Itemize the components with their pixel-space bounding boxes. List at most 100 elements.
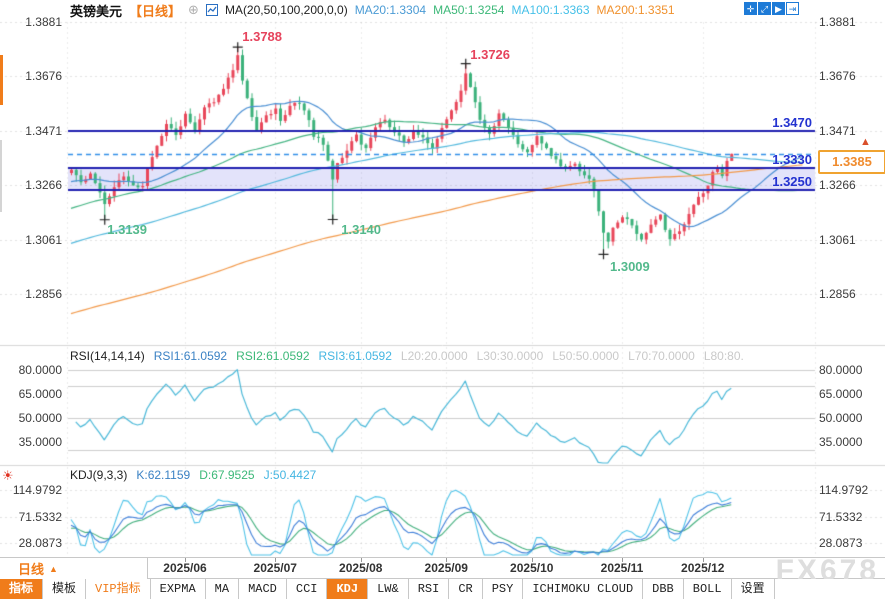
pan-crosshair-icon[interactable]: ✛ (744, 2, 757, 15)
rsi-level-text: L70:70.0000 (628, 349, 695, 363)
kdj-j-value: J:50.4427 (263, 468, 317, 482)
month-label: 2025/09 (424, 561, 468, 575)
main-axis-tick-left: 1.3061 (25, 232, 62, 247)
price-level-label: 1.3330 (772, 152, 812, 168)
toolbar-item-设置[interactable]: 设置 (732, 579, 775, 599)
kdj-axis-tick-right: 71.5332 (819, 509, 863, 524)
kdj-axis-tick-left: 71.5332 (18, 509, 62, 524)
rsi-indicator-header[interactable]: RSI(14,14,14) RSI1:61.0592 RSI2:61.0592 … (70, 349, 744, 363)
month-tick (185, 558, 186, 562)
kdj-axis-tick-right: 28.0873 (819, 536, 863, 550)
rsi-axis-tick-left: 80.0000 (18, 363, 62, 377)
toolbar-item-指标[interactable]: 指标 (0, 579, 44, 599)
month-label: 2025/10 (510, 561, 554, 575)
axis-scale-icon[interactable]: ⤢ (758, 2, 771, 15)
toolbar-item-expma[interactable]: EXPMA (151, 579, 206, 599)
price-level-label: 1.3250 (772, 173, 812, 189)
toolbar-item-cr[interactable]: CR (449, 579, 483, 599)
ma100-value: MA100:1.3363 (511, 3, 590, 17)
rsi-name: RSI(14,14,14) (70, 349, 145, 363)
left-edge-scroll-accent (0, 55, 3, 105)
toolbar-item-模板[interactable]: 模板 (43, 579, 87, 599)
month-label: 2025/11 (600, 561, 644, 575)
rsi-level-text: L80:80. (703, 349, 744, 363)
low-annotation: 1.3009 (610, 258, 650, 274)
month-label: 2025/06 (163, 561, 207, 575)
period-label[interactable]: 【日线】 (129, 3, 182, 19)
main-axis-tick-right: 1.3881 (819, 15, 856, 29)
current-price-badge: 1.3385 (818, 150, 885, 174)
toolbar-item-cci[interactable]: CCI (287, 579, 328, 599)
indicator-chart-icon[interactable] (205, 4, 218, 16)
period-selector-label: 日线 (18, 562, 45, 577)
main-axis-tick-left: 1.2856 (25, 287, 62, 302)
month-label: 2025/12 (681, 561, 725, 575)
toolbar-item-rsi[interactable]: RSI (409, 579, 450, 599)
rsi-level-text: L50:50.0000 (552, 349, 620, 363)
toolbar-item-vip指标[interactable]: VIP指标 (86, 579, 151, 599)
period-selector[interactable]: 日线 ▲ (0, 558, 148, 579)
rsi-level-values: L20:20.0000 L30:30.0000 L50:50.0000 L70:70.… (401, 349, 744, 363)
month-label: 2025/08 (339, 561, 383, 575)
month-label: 2025/07 (253, 561, 297, 575)
kdj-k-value: K:62.1159 (136, 468, 191, 482)
rsi3-value: RSI3:61.0592 (318, 349, 392, 363)
ma-settings-label[interactable]: MA(20,50,100,200,0,0) (224, 3, 348, 17)
toolbar-spacer (775, 579, 885, 599)
main-axis-tick-right: 1.2856 (819, 287, 856, 302)
main-axis-tick-right: 1.3676 (819, 69, 856, 84)
rsi1-value: RSI1:61.0592 (153, 349, 228, 363)
jump-to-latest-icon[interactable]: ⇥ (786, 2, 799, 15)
rsi-axis-tick-right: 80.0000 (819, 363, 863, 377)
main-axis-tick-left: 1.3881 (25, 15, 62, 29)
left-edge-scroll-track (0, 140, 2, 212)
rsi-axis-tick-left: 65.0000 (18, 387, 62, 401)
sun-icon[interactable]: ☀ (2, 468, 14, 483)
price-level-label: 1.3470 (772, 115, 812, 131)
rsi-level-text: L30:30.0000 (476, 349, 544, 363)
month-tick (446, 558, 448, 562)
toolbar-item-dbb[interactable]: DBB (643, 579, 684, 599)
rsi-axis-tick-right: 50.0000 (819, 411, 863, 425)
high-annotation: 1.3788 (242, 28, 283, 44)
main-axis-tick-left: 1.3266 (25, 178, 62, 193)
toolbar-item-ichimoku-cloud[interactable]: ICHIMOKU CLOUD (523, 579, 644, 599)
chart-tool-buttons: ✛ ⤢ ▶ ⇥ (744, 2, 799, 15)
date-axis: FX678 日线 ▲ 2025/06 2025/07 2025/08 2025/09 2… (0, 554, 885, 587)
price-up-marker-icon: ▲ (860, 136, 871, 148)
month-tick (531, 558, 533, 562)
toolbar-item-macd[interactable]: MACD (239, 579, 287, 599)
toolbar-item-psy[interactable]: PSY (483, 579, 524, 599)
month-tick (622, 558, 623, 562)
month-tick (275, 558, 277, 562)
toolbar-item-kdj[interactable]: KDJ (327, 579, 369, 599)
rsi-level-text: L20:20.0000 (400, 349, 468, 363)
kdj-axis-tick-right: 114.9792 (819, 483, 869, 497)
main-axis-tick-right: 1.3471 (819, 123, 856, 138)
symbol-title: 英镑美元 (70, 3, 123, 19)
auto-scroll-icon[interactable]: ▶ (772, 2, 785, 15)
main-axis-tick-right: 1.3266 (819, 178, 856, 193)
indicator-toolbar: 指标 模板 VIP指标 EXPMA MA MACD CCI KDJ LW& RSI CR PSY ICH… (0, 579, 885, 600)
toolbar-item-lw&[interactable]: LW& (368, 579, 409, 599)
kdj-axis-tick-left: 114.9792 (12, 483, 62, 497)
kdj-axis-tick-left: 28.0873 (18, 536, 62, 550)
circle-plus-icon[interactable]: ⊕ (188, 2, 199, 17)
rsi-axis-tick-right: 35.0000 (819, 435, 863, 449)
rsi-axis-tick-left: 50.0000 (18, 411, 62, 425)
ma200-value: MA200:1.3351 (596, 3, 675, 17)
main-axis-tick-right: 1.3061 (819, 232, 856, 247)
kdj-indicator-header[interactable]: KDJ(9,3,3) K:62.1159 D:67.9525 J:50.4427 (70, 468, 316, 482)
toolbar-item-boll[interactable]: BOLL (684, 579, 732, 599)
low-annotation: 1.3139 (107, 222, 148, 238)
caret-up-icon: ▲ (49, 563, 58, 574)
rsi2-value: RSI2:61.0592 (236, 349, 310, 363)
month-tick (360, 558, 362, 562)
ma20-value: MA20:1.3304 (354, 3, 427, 17)
toolbar-item-ma[interactable]: MA (206, 579, 240, 599)
main-axis-tick-left: 1.3676 (25, 69, 62, 84)
kdj-name: KDJ(9,3,3) (70, 468, 128, 482)
kdj-d-value: D:67.9525 (199, 468, 255, 482)
